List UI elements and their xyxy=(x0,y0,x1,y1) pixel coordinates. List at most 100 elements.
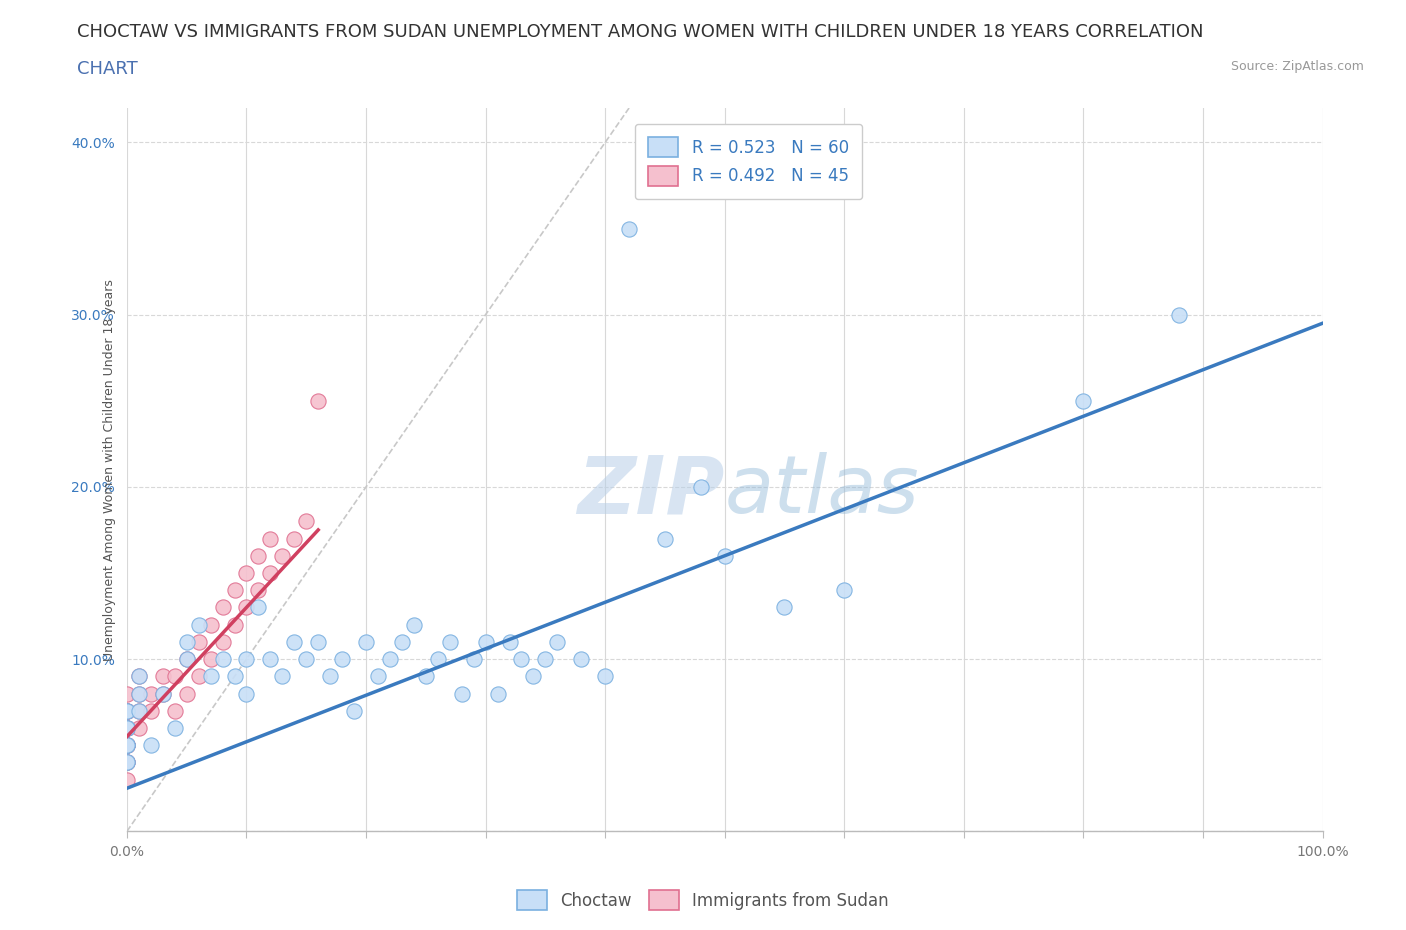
Point xyxy=(319,669,342,684)
Point xyxy=(115,703,138,718)
Text: ZIP: ZIP xyxy=(578,452,724,530)
Point xyxy=(176,652,198,667)
Point xyxy=(115,721,138,736)
Point xyxy=(163,703,186,718)
Point xyxy=(115,755,138,770)
Point xyxy=(200,669,222,684)
Point xyxy=(510,652,533,667)
Point xyxy=(152,686,174,701)
Point xyxy=(128,703,150,718)
Point xyxy=(235,686,257,701)
Point xyxy=(271,669,294,684)
Point xyxy=(773,600,796,615)
Point xyxy=(402,618,425,632)
Point xyxy=(235,652,257,667)
Point xyxy=(450,686,472,701)
Point xyxy=(152,669,174,684)
Point xyxy=(115,721,138,736)
Point xyxy=(115,755,138,770)
Point xyxy=(832,583,855,598)
Point xyxy=(689,480,711,495)
Point xyxy=(295,514,318,529)
Point xyxy=(259,531,281,546)
Point xyxy=(224,618,246,632)
Point xyxy=(367,669,389,684)
Point xyxy=(211,652,233,667)
Point xyxy=(128,686,150,701)
Text: atlas: atlas xyxy=(724,452,920,530)
Point xyxy=(1073,393,1095,408)
Point xyxy=(235,600,257,615)
Point xyxy=(115,721,138,736)
Point xyxy=(463,652,485,667)
Point xyxy=(128,686,150,701)
Point xyxy=(115,703,138,718)
Text: CHART: CHART xyxy=(77,60,138,78)
Point xyxy=(115,721,138,736)
Point xyxy=(128,721,150,736)
Point xyxy=(176,652,198,667)
Point xyxy=(617,221,640,236)
Point xyxy=(283,531,305,546)
Point xyxy=(259,565,281,580)
Point xyxy=(115,686,138,701)
Point xyxy=(200,618,222,632)
Point xyxy=(391,634,413,649)
Point xyxy=(187,669,209,684)
Point xyxy=(115,737,138,752)
Point xyxy=(115,703,138,718)
Point xyxy=(115,737,138,752)
Point xyxy=(307,634,329,649)
Point xyxy=(593,669,616,684)
Point xyxy=(163,669,186,684)
Point xyxy=(128,669,150,684)
Point xyxy=(211,634,233,649)
Point xyxy=(115,737,138,752)
Point xyxy=(128,703,150,718)
Text: Source: ZipAtlas.com: Source: ZipAtlas.com xyxy=(1230,60,1364,73)
Point xyxy=(200,652,222,667)
Point xyxy=(176,634,198,649)
Point xyxy=(439,634,461,649)
Point xyxy=(486,686,509,701)
Point xyxy=(115,755,138,770)
Point xyxy=(426,652,449,667)
Point xyxy=(569,652,592,667)
Point xyxy=(115,737,138,752)
Point xyxy=(343,703,366,718)
Text: CHOCTAW VS IMMIGRANTS FROM SUDAN UNEMPLOYMENT AMONG WOMEN WITH CHILDREN UNDER 18: CHOCTAW VS IMMIGRANTS FROM SUDAN UNEMPLO… xyxy=(77,23,1204,41)
Point xyxy=(330,652,353,667)
Point xyxy=(247,600,270,615)
Point xyxy=(139,737,162,752)
Point xyxy=(247,583,270,598)
Y-axis label: Unemployment Among Women with Children Under 18 years: Unemployment Among Women with Children U… xyxy=(103,279,115,660)
Point xyxy=(295,652,318,667)
Point xyxy=(224,583,246,598)
Point xyxy=(235,565,257,580)
Point xyxy=(211,600,233,615)
Point xyxy=(115,703,138,718)
Point xyxy=(115,721,138,736)
Point xyxy=(115,721,138,736)
Point xyxy=(115,703,138,718)
Point xyxy=(139,686,162,701)
Point xyxy=(498,634,520,649)
Point xyxy=(115,737,138,752)
Point xyxy=(115,737,138,752)
Point xyxy=(176,686,198,701)
Point xyxy=(247,549,270,564)
Point xyxy=(163,721,186,736)
Point xyxy=(259,652,281,667)
Point xyxy=(546,634,568,649)
Legend: R = 0.523   N = 60, R = 0.492   N = 45: R = 0.523 N = 60, R = 0.492 N = 45 xyxy=(636,124,862,199)
Point xyxy=(187,618,209,632)
Point xyxy=(115,755,138,770)
Point xyxy=(115,737,138,752)
Point xyxy=(354,634,377,649)
Point xyxy=(283,634,305,649)
Point xyxy=(224,669,246,684)
Point xyxy=(128,669,150,684)
Point xyxy=(139,703,162,718)
Point xyxy=(415,669,437,684)
Point xyxy=(187,634,209,649)
